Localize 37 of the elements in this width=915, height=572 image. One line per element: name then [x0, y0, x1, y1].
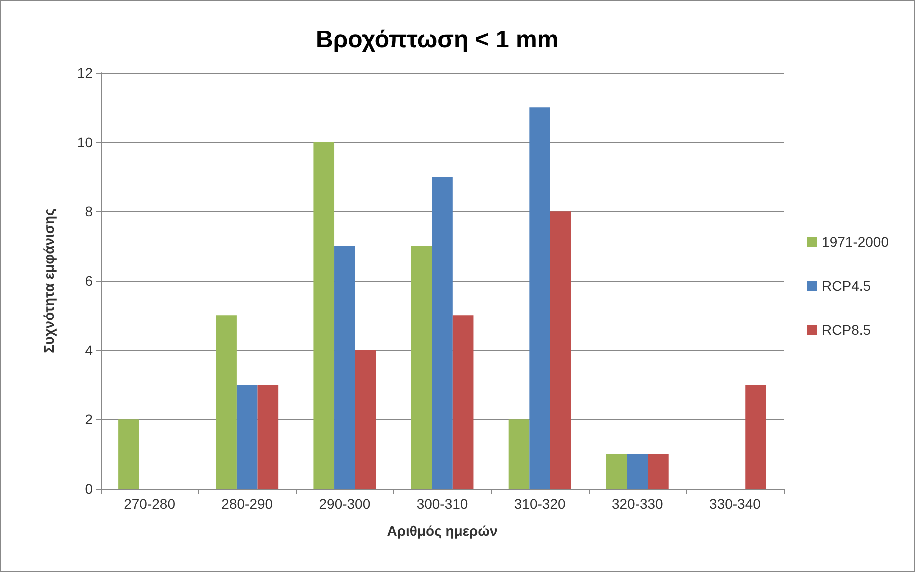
bar [452, 316, 474, 489]
bar [627, 454, 648, 489]
legend-label: RCP4.5 [822, 278, 872, 294]
bar [334, 246, 356, 489]
bar [648, 454, 669, 489]
x-tick-label: 320-330 [612, 496, 664, 512]
bar [355, 350, 376, 489]
bar [314, 142, 335, 489]
legend-label: 1971-2000 [822, 234, 890, 250]
y-tick-label: 8 [85, 204, 94, 220]
bar [258, 385, 279, 489]
bar [411, 246, 432, 489]
y-tick-label: 12 [77, 65, 94, 81]
bar [550, 212, 572, 489]
bar [236, 385, 258, 489]
x-axis-title: Αριθμός ημερών [387, 523, 498, 539]
y-axis-title: Συχνότητα εμφάνισης [41, 208, 57, 354]
x-tick-label: 300-310 [416, 496, 468, 512]
bar [216, 316, 237, 489]
y-tick-label: 2 [85, 412, 94, 428]
y-tick-label: 6 [85, 273, 94, 289]
y-tick-label: 4 [85, 342, 94, 358]
x-tick-label: 270-280 [124, 496, 176, 512]
x-tick-label: 330-340 [710, 496, 762, 512]
legend-label: RCP8.5 [822, 322, 872, 338]
x-tick-label: 310-320 [514, 496, 566, 512]
bar [508, 420, 530, 489]
bar [746, 385, 766, 489]
x-tick-label: 290-300 [319, 496, 371, 512]
chart-title: Βροχόπτωση < 1 mm [316, 26, 559, 54]
x-tick-label: 280-290 [222, 496, 274, 512]
y-tick-label: 10 [77, 134, 94, 150]
y-tick-label: 0 [85, 481, 94, 497]
bar [118, 420, 140, 489]
bar [432, 177, 453, 489]
bar [530, 108, 550, 489]
bar [606, 454, 628, 489]
